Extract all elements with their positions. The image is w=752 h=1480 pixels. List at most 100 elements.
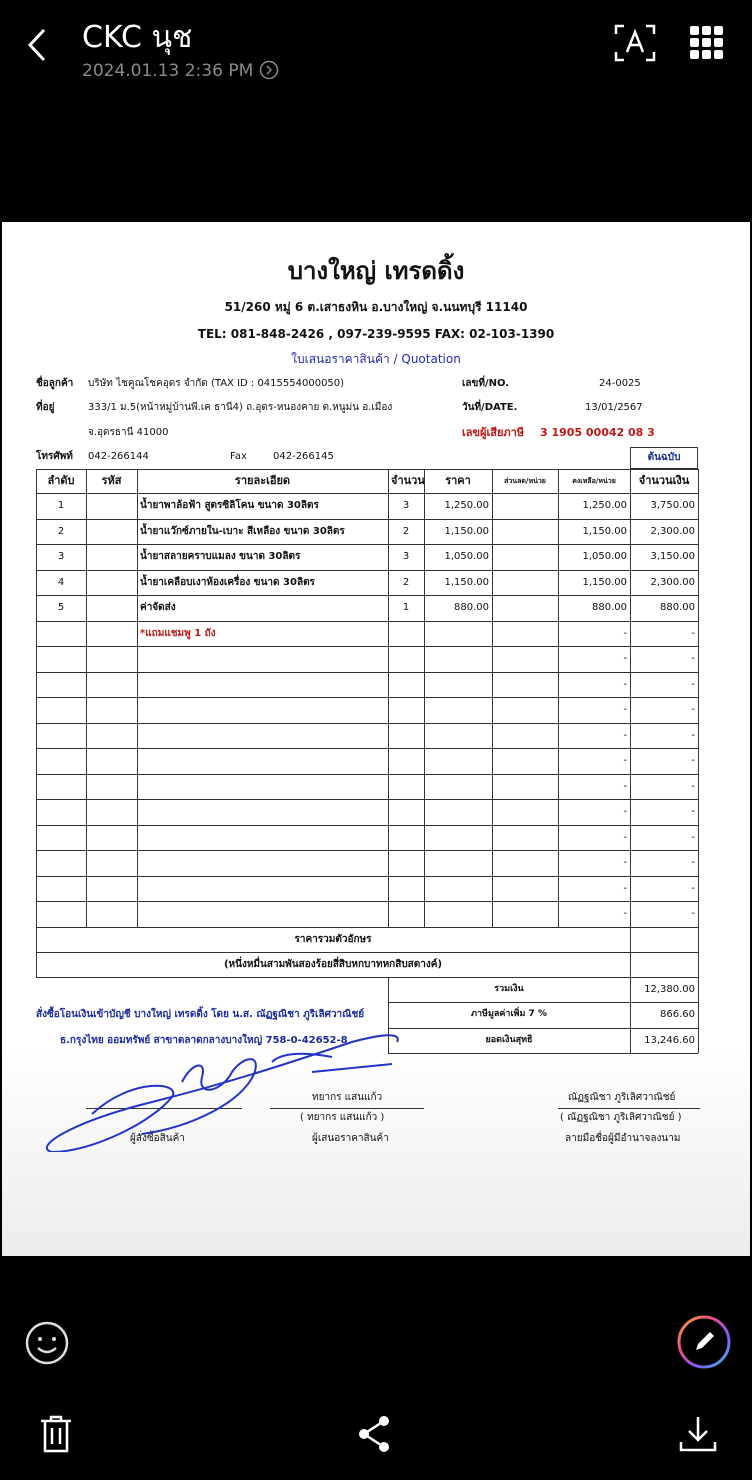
table-line xyxy=(36,926,698,928)
table-cell: 2 xyxy=(402,525,410,537)
table-cell: น้ำยาพาล้อฟ้า สูตรซิลิโคน ขนาด 30ลิตร xyxy=(140,500,319,511)
table-line xyxy=(36,976,698,978)
tax-id: 3 1905 00042 08 3 xyxy=(540,426,655,439)
table-cell: - xyxy=(691,857,695,868)
table-line xyxy=(36,646,698,647)
table-line xyxy=(388,976,389,1002)
table-line xyxy=(36,799,698,800)
total-value: 13,246.60 xyxy=(644,1034,695,1046)
table-cell: น้ำยาแว๊กซ์ภายใน-เบาะ สีเหลือง ขนาด 30ลิ… xyxy=(140,525,345,537)
table-cell: - xyxy=(691,729,695,741)
table-cell: - xyxy=(623,704,627,715)
total-label: ภาษีมูลค่าเพิ่ม 7 % xyxy=(471,1009,547,1019)
label: ที่อยู่ xyxy=(36,402,55,413)
table-line xyxy=(388,1027,698,1029)
table-cell: 1 xyxy=(57,500,65,511)
table-header: คงเหลือ/หน่วย xyxy=(572,477,616,485)
table-cell: 1,250.00 xyxy=(444,500,489,511)
table-cell: ค่าจัดส่ง xyxy=(140,602,176,613)
table-cell: - xyxy=(691,780,695,792)
edit-button[interactable] xyxy=(676,1314,732,1370)
table-cell: 3 xyxy=(402,551,410,562)
table-cell: - xyxy=(623,755,627,766)
table-cell: - xyxy=(623,908,627,919)
table-line xyxy=(36,901,698,902)
table-cell: 2,300.00 xyxy=(650,576,695,588)
share-button[interactable] xyxy=(356,1414,392,1454)
table-line xyxy=(36,493,698,494)
table-cell: - xyxy=(623,780,627,792)
table-header: ราคา xyxy=(445,474,471,487)
label: Fax xyxy=(230,451,247,462)
signature-name: ( ทยากร แสนแก้ว ) xyxy=(300,1112,385,1123)
badge: ต้นฉบับ xyxy=(630,447,698,469)
total-value: 12,380.00 xyxy=(644,983,695,995)
table-cell: 1 xyxy=(402,602,410,613)
customer-address: จ.อุดรธานี 41000 xyxy=(88,427,169,438)
table-cell: - xyxy=(691,653,695,664)
bank-info: สั่งซื้อโอนเงินเข้าบัญชี บางใหญ่ เทรดดิ้… xyxy=(36,1009,365,1020)
table-line xyxy=(36,697,698,698)
table-line xyxy=(36,620,698,622)
table-line xyxy=(698,1027,699,1053)
table-line xyxy=(698,469,699,927)
table-line xyxy=(36,824,698,826)
table-line xyxy=(36,469,698,470)
table-cell: 880.00 xyxy=(660,602,695,613)
customer-phone: 042-266144 xyxy=(88,451,149,462)
label: ชื่อลูกค้า xyxy=(36,378,74,389)
table-cell: 3 xyxy=(57,551,65,562)
table-line xyxy=(36,773,698,775)
doc-title: ใบเสนอราคาสินค้า / Quotation xyxy=(291,352,461,366)
table-cell: - xyxy=(691,882,695,894)
table-line xyxy=(698,1002,699,1028)
table-header: จำนวน xyxy=(391,474,425,487)
label: วันที่/DATE. xyxy=(462,402,518,413)
details-icon[interactable] xyxy=(259,60,279,80)
table-header: จำนวนเงิน xyxy=(638,474,690,487)
back-button[interactable] xyxy=(24,26,54,64)
signature-role: ผู้เสนอราคาสินค้า xyxy=(312,1133,389,1144)
table-cell: 2,300.00 xyxy=(650,525,695,537)
table-cell: 3 xyxy=(402,500,410,511)
signature-name: ทยากร แสนแก้ว xyxy=(312,1092,383,1103)
table-cell: - xyxy=(691,678,695,690)
table-cell: น้ำยาสลายคราบแมลง ขนาด 30ลิตร xyxy=(140,551,301,562)
more-button[interactable] xyxy=(688,24,726,62)
table-line xyxy=(388,1002,389,1028)
timestamp: 2024.01.13 2:36 PM xyxy=(82,61,254,81)
table-cell: *แถมแชมพู 1 ถัง xyxy=(140,627,216,639)
emoji-button[interactable] xyxy=(24,1320,70,1366)
signature-name: ณัฏฐณิชา ภูริเลิศวาณิชย์ xyxy=(568,1092,676,1103)
title: CKC นุช xyxy=(82,20,193,55)
table-cell: 1,150.00 xyxy=(444,576,489,588)
table-cell: 5 xyxy=(57,602,65,613)
table-cell: 1,150.00 xyxy=(444,525,489,537)
table-cell: - xyxy=(691,908,695,919)
label: เลขที่/NO. xyxy=(462,378,510,389)
signature-line xyxy=(558,1108,700,1109)
table-line xyxy=(36,671,698,673)
text-recognition-button[interactable] xyxy=(614,24,656,62)
total-label: รวมเงิน xyxy=(494,983,524,994)
table-cell: - xyxy=(691,627,695,639)
table-header: รายละเอียด xyxy=(234,474,291,487)
download-button[interactable] xyxy=(678,1414,718,1454)
table-cell: - xyxy=(623,729,627,741)
total-label: ยอดเงินสุทธิ xyxy=(485,1034,533,1045)
table-line xyxy=(388,1002,698,1003)
table-cell: น้ำยาเคลือบเงาห้องเครื่อง ขนาด 30ลิตร xyxy=(140,576,315,588)
table-header: ส่วนลด/หน่วย xyxy=(504,477,546,485)
table-cell: 2 xyxy=(57,525,65,537)
amount-words: (หนึ่งหมื่นสามพันสองร้อยสี่สิบหกบาทหกสิบ… xyxy=(223,958,443,970)
delete-button[interactable] xyxy=(38,1414,74,1454)
table-cell: 3,750.00 xyxy=(650,500,695,511)
customer-name: บริษัท ไชคูณโชคอุดร จำกัด (TAX ID : 0415… xyxy=(88,378,345,389)
signature-line xyxy=(86,1108,242,1109)
table-line xyxy=(36,748,698,749)
table-cell: - xyxy=(623,678,627,690)
doc-date: 13/01/2567 xyxy=(585,402,643,413)
subtitle: 2024.01.13 2:36 PM xyxy=(82,60,279,81)
table-line xyxy=(630,1002,631,1028)
